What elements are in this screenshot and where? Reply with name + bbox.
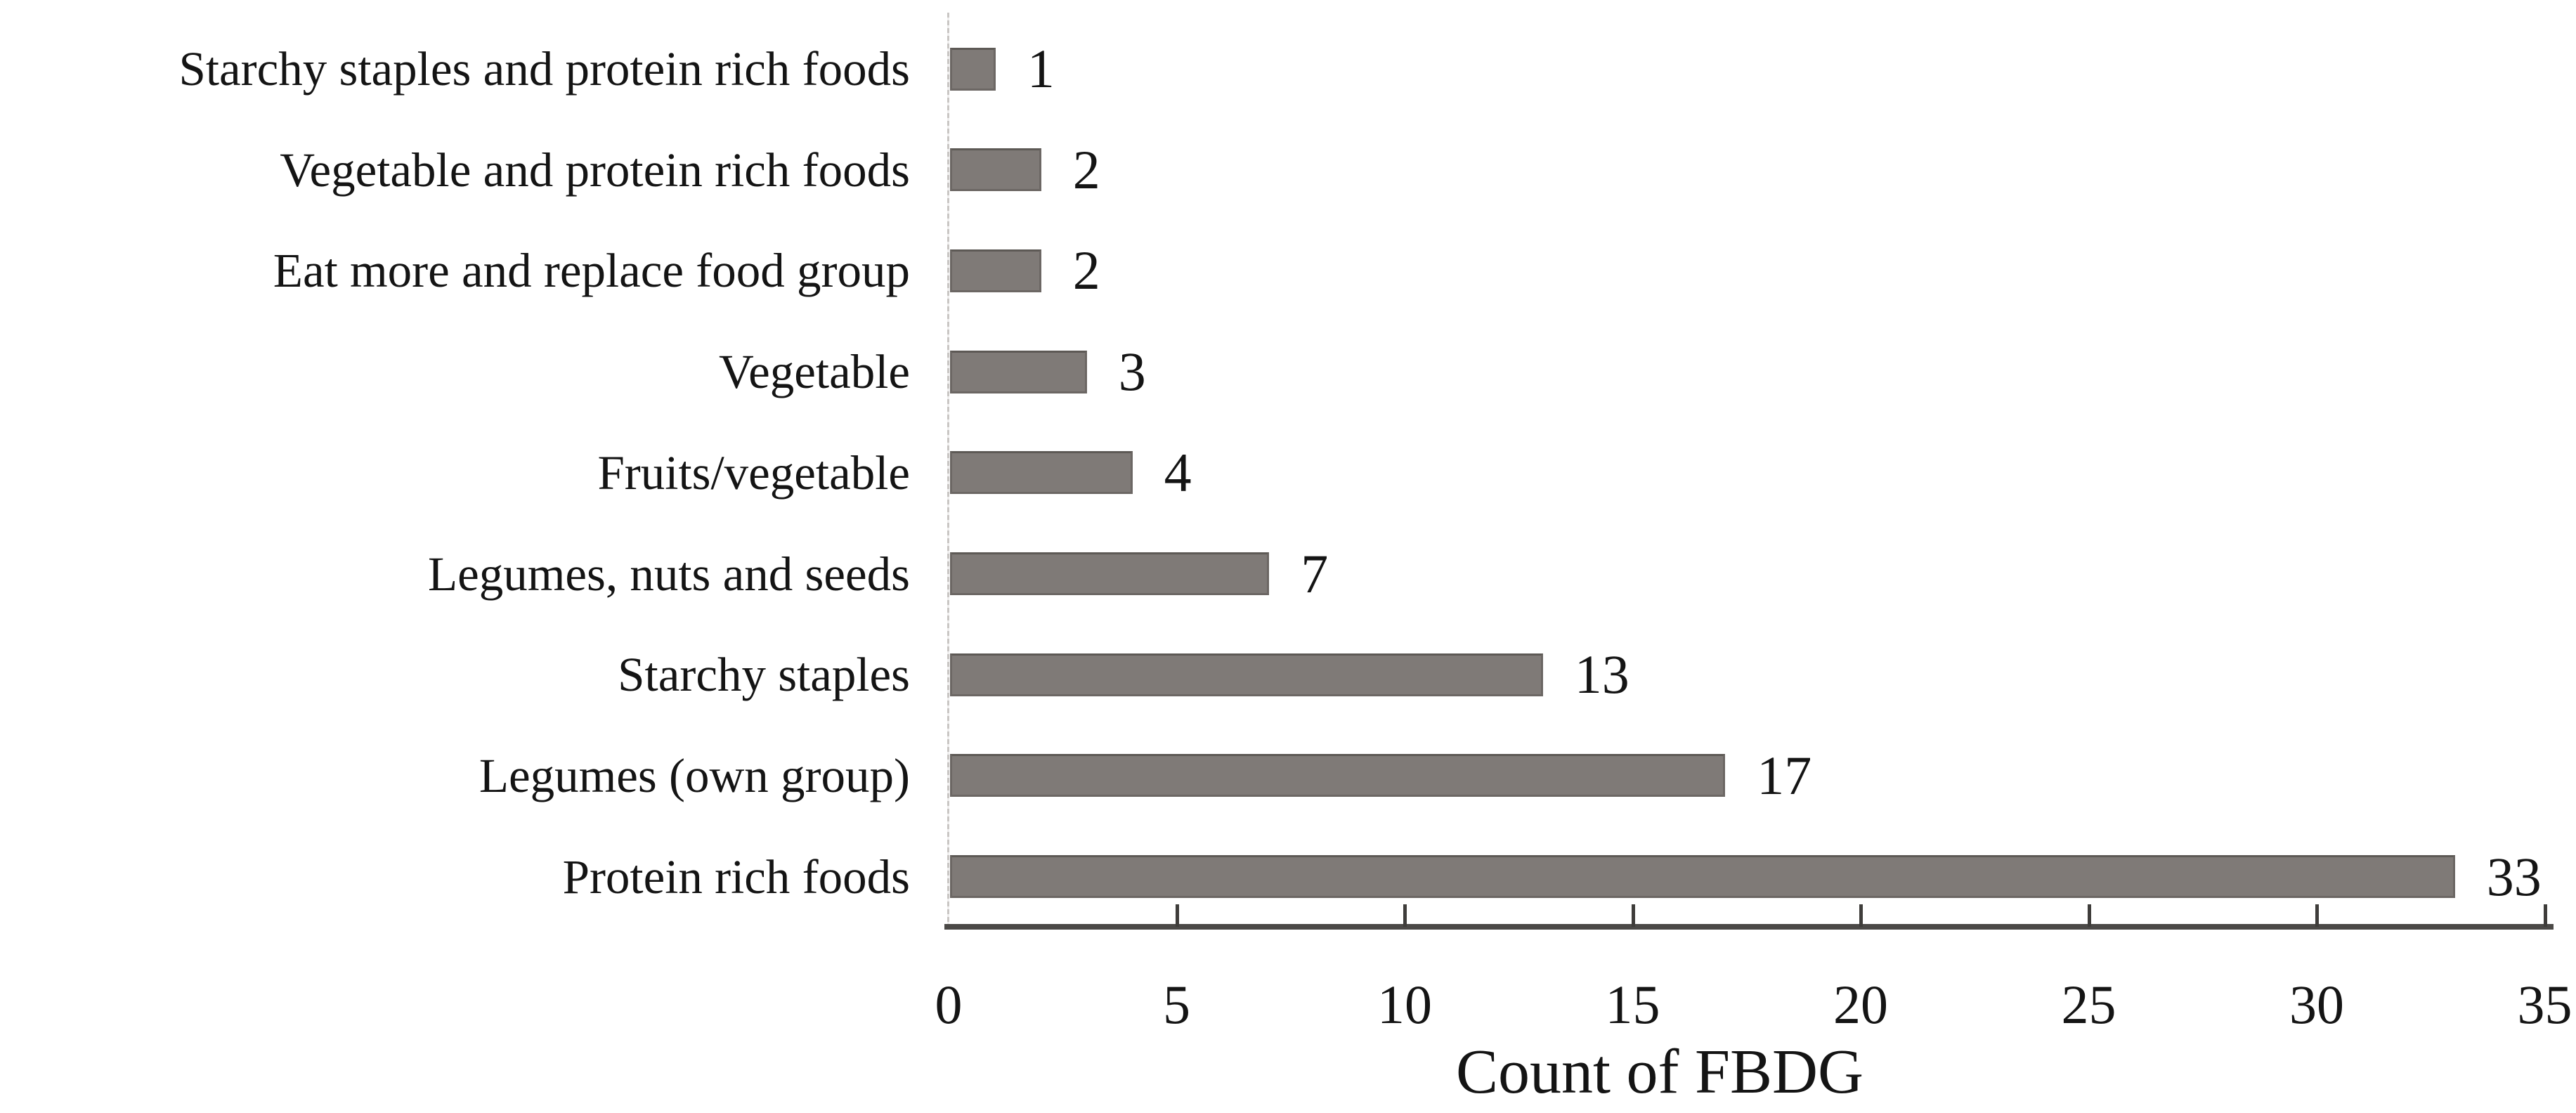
x-tick-label: 5 (1163, 974, 1190, 1035)
x-tick-label: 15 (1605, 974, 1660, 1035)
bar (950, 148, 1041, 192)
category-label: Vegetable (718, 345, 910, 399)
x-tick (1175, 904, 1179, 927)
value-label: 2 (1072, 138, 1100, 200)
value-label: 13 (1574, 644, 1629, 705)
bar (950, 552, 1270, 595)
value-label: 1 (1027, 38, 1055, 99)
x-tick (2315, 904, 2319, 927)
value-label: 2 (1072, 240, 1100, 301)
bar (950, 855, 2455, 899)
value-label: 3 (1118, 341, 1146, 403)
bar (950, 350, 1087, 393)
x-tick-label: 0 (935, 974, 963, 1035)
x-tick-label: 10 (1377, 974, 1432, 1035)
category-label: Starchy staples and protein rich foods (178, 42, 911, 96)
y-axis-line (947, 13, 949, 924)
x-tick-label: 25 (2061, 974, 2116, 1035)
x-axis-title: Count of FBDG (1455, 1037, 1864, 1107)
x-axis-line (944, 924, 2554, 930)
x-tick-label: 20 (1833, 974, 1888, 1035)
category-label: Fruits/vegetable (597, 445, 910, 500)
value-label: 17 (1757, 744, 1812, 806)
x-tick (2087, 904, 2091, 927)
category-label: Protein rich foods (562, 850, 910, 904)
value-label: 33 (2486, 845, 2542, 907)
x-tick (2543, 904, 2547, 927)
bar (950, 653, 1543, 696)
category-label: Eat more and replace food group (273, 244, 910, 298)
bar (950, 451, 1133, 495)
x-tick (1631, 904, 1635, 927)
bar (950, 47, 996, 91)
category-label: Legumes, nuts and seeds (427, 547, 910, 601)
category-label: Starchy staples (618, 648, 910, 702)
x-tick-label: 35 (2517, 974, 2572, 1035)
x-tick (1859, 904, 1863, 927)
x-tick-label: 30 (2289, 974, 2344, 1035)
x-tick (1403, 904, 1407, 927)
value-label: 4 (1164, 441, 1192, 503)
category-label: Vegetable and protein rich foods (280, 143, 910, 197)
bar (950, 249, 1041, 292)
bar (950, 754, 1726, 798)
category-label: Legumes (own group) (479, 748, 910, 802)
value-label: 7 (1301, 542, 1329, 604)
